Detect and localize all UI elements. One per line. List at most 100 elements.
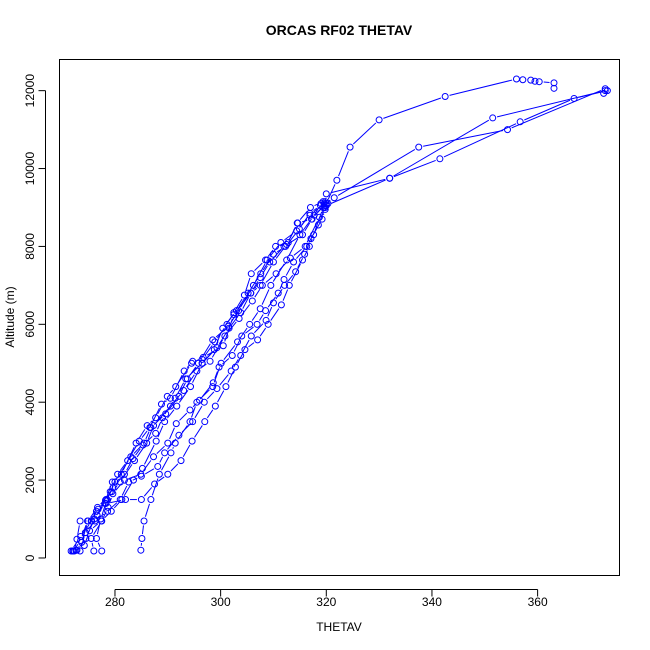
series-4 [72, 87, 611, 554]
series-segment [275, 247, 285, 259]
data-point [210, 346, 218, 354]
series-segment [219, 374, 229, 386]
data-point [131, 457, 139, 465]
series-segment [293, 248, 302, 256]
data-point [90, 547, 98, 555]
data-point [189, 418, 197, 426]
data-point [139, 441, 147, 449]
data-point [306, 211, 314, 219]
data-point [154, 462, 162, 470]
data-point [346, 143, 354, 151]
data-point [262, 307, 270, 315]
series-segment [92, 523, 99, 529]
series-segment [115, 477, 122, 485]
x-tick-label: 360 [528, 595, 548, 609]
data-point [241, 346, 249, 354]
data-point [150, 453, 158, 461]
series-segment [97, 542, 101, 548]
series-segment [254, 288, 261, 298]
data-point [280, 276, 288, 284]
data-point [223, 320, 231, 328]
data-point [201, 418, 209, 426]
series-segment [222, 358, 230, 365]
series-segment [233, 339, 241, 352]
data-point [283, 256, 291, 264]
series-segment [206, 409, 214, 419]
series-segment [423, 129, 504, 147]
series-segment [287, 232, 297, 244]
y-axis-label: Altitude (m) [3, 286, 17, 347]
data-point [269, 250, 277, 258]
series-segment [172, 374, 183, 395]
series-segment [204, 345, 213, 357]
series-5 [67, 198, 329, 555]
data-point [232, 307, 240, 315]
series-segment [77, 525, 80, 535]
data-point [504, 126, 511, 134]
series-segment [231, 315, 239, 325]
series-segment [511, 89, 602, 129]
data-point [175, 392, 183, 400]
series-segment [383, 97, 442, 119]
data-point [256, 274, 264, 282]
data-point [81, 529, 89, 537]
data-point [281, 281, 289, 289]
data-point [244, 289, 252, 297]
series-segment [144, 503, 150, 517]
x-tick-label: 340 [422, 595, 442, 609]
data-point [187, 383, 195, 391]
data-point [258, 281, 266, 289]
data-point [175, 431, 183, 439]
series-segment [181, 424, 190, 433]
series-segment [167, 409, 175, 419]
series-segment [223, 345, 236, 360]
data-point [159, 414, 167, 422]
series-segment [327, 184, 336, 200]
series-segment [313, 207, 318, 212]
data-point [177, 457, 185, 465]
data-point [137, 496, 145, 504]
data-point [321, 203, 329, 211]
data-point [238, 332, 246, 340]
data-point [114, 470, 122, 478]
data-point [333, 176, 341, 184]
data-point [189, 357, 197, 365]
data-point [161, 418, 169, 426]
series-segment [245, 277, 251, 291]
series-segment [191, 406, 196, 418]
data-point [246, 320, 254, 328]
series-segment [176, 382, 185, 395]
data-point [314, 221, 322, 229]
series-segment [159, 456, 164, 463]
data-point [256, 281, 264, 289]
data-point [257, 270, 265, 278]
series-segment [170, 463, 179, 472]
series-segment [200, 343, 211, 360]
data-point [91, 517, 99, 525]
data-point [318, 215, 326, 223]
series-segment [110, 502, 118, 509]
data-point [272, 270, 280, 278]
data-point [92, 535, 100, 542]
series-segment [164, 400, 167, 403]
series-segment [150, 420, 153, 423]
series-segment [133, 445, 142, 454]
data-point [209, 379, 217, 387]
data-point [512, 75, 520, 83]
series-segment [282, 289, 289, 301]
series-segment [111, 478, 117, 488]
series-segment [192, 367, 201, 383]
x-tick-label: 300 [211, 595, 231, 609]
data-point [180, 367, 188, 375]
data-point [306, 203, 314, 211]
data-point [182, 375, 190, 383]
data-point [152, 429, 160, 437]
data-point [262, 256, 270, 264]
series-segment [144, 444, 155, 465]
data-point [172, 383, 180, 391]
y-axis: 0 2000 4000 6000 8000 10000 12000 [23, 74, 46, 561]
data-point [104, 507, 112, 515]
data-point [247, 332, 255, 340]
data-point [516, 118, 524, 126]
data-point [330, 194, 338, 202]
